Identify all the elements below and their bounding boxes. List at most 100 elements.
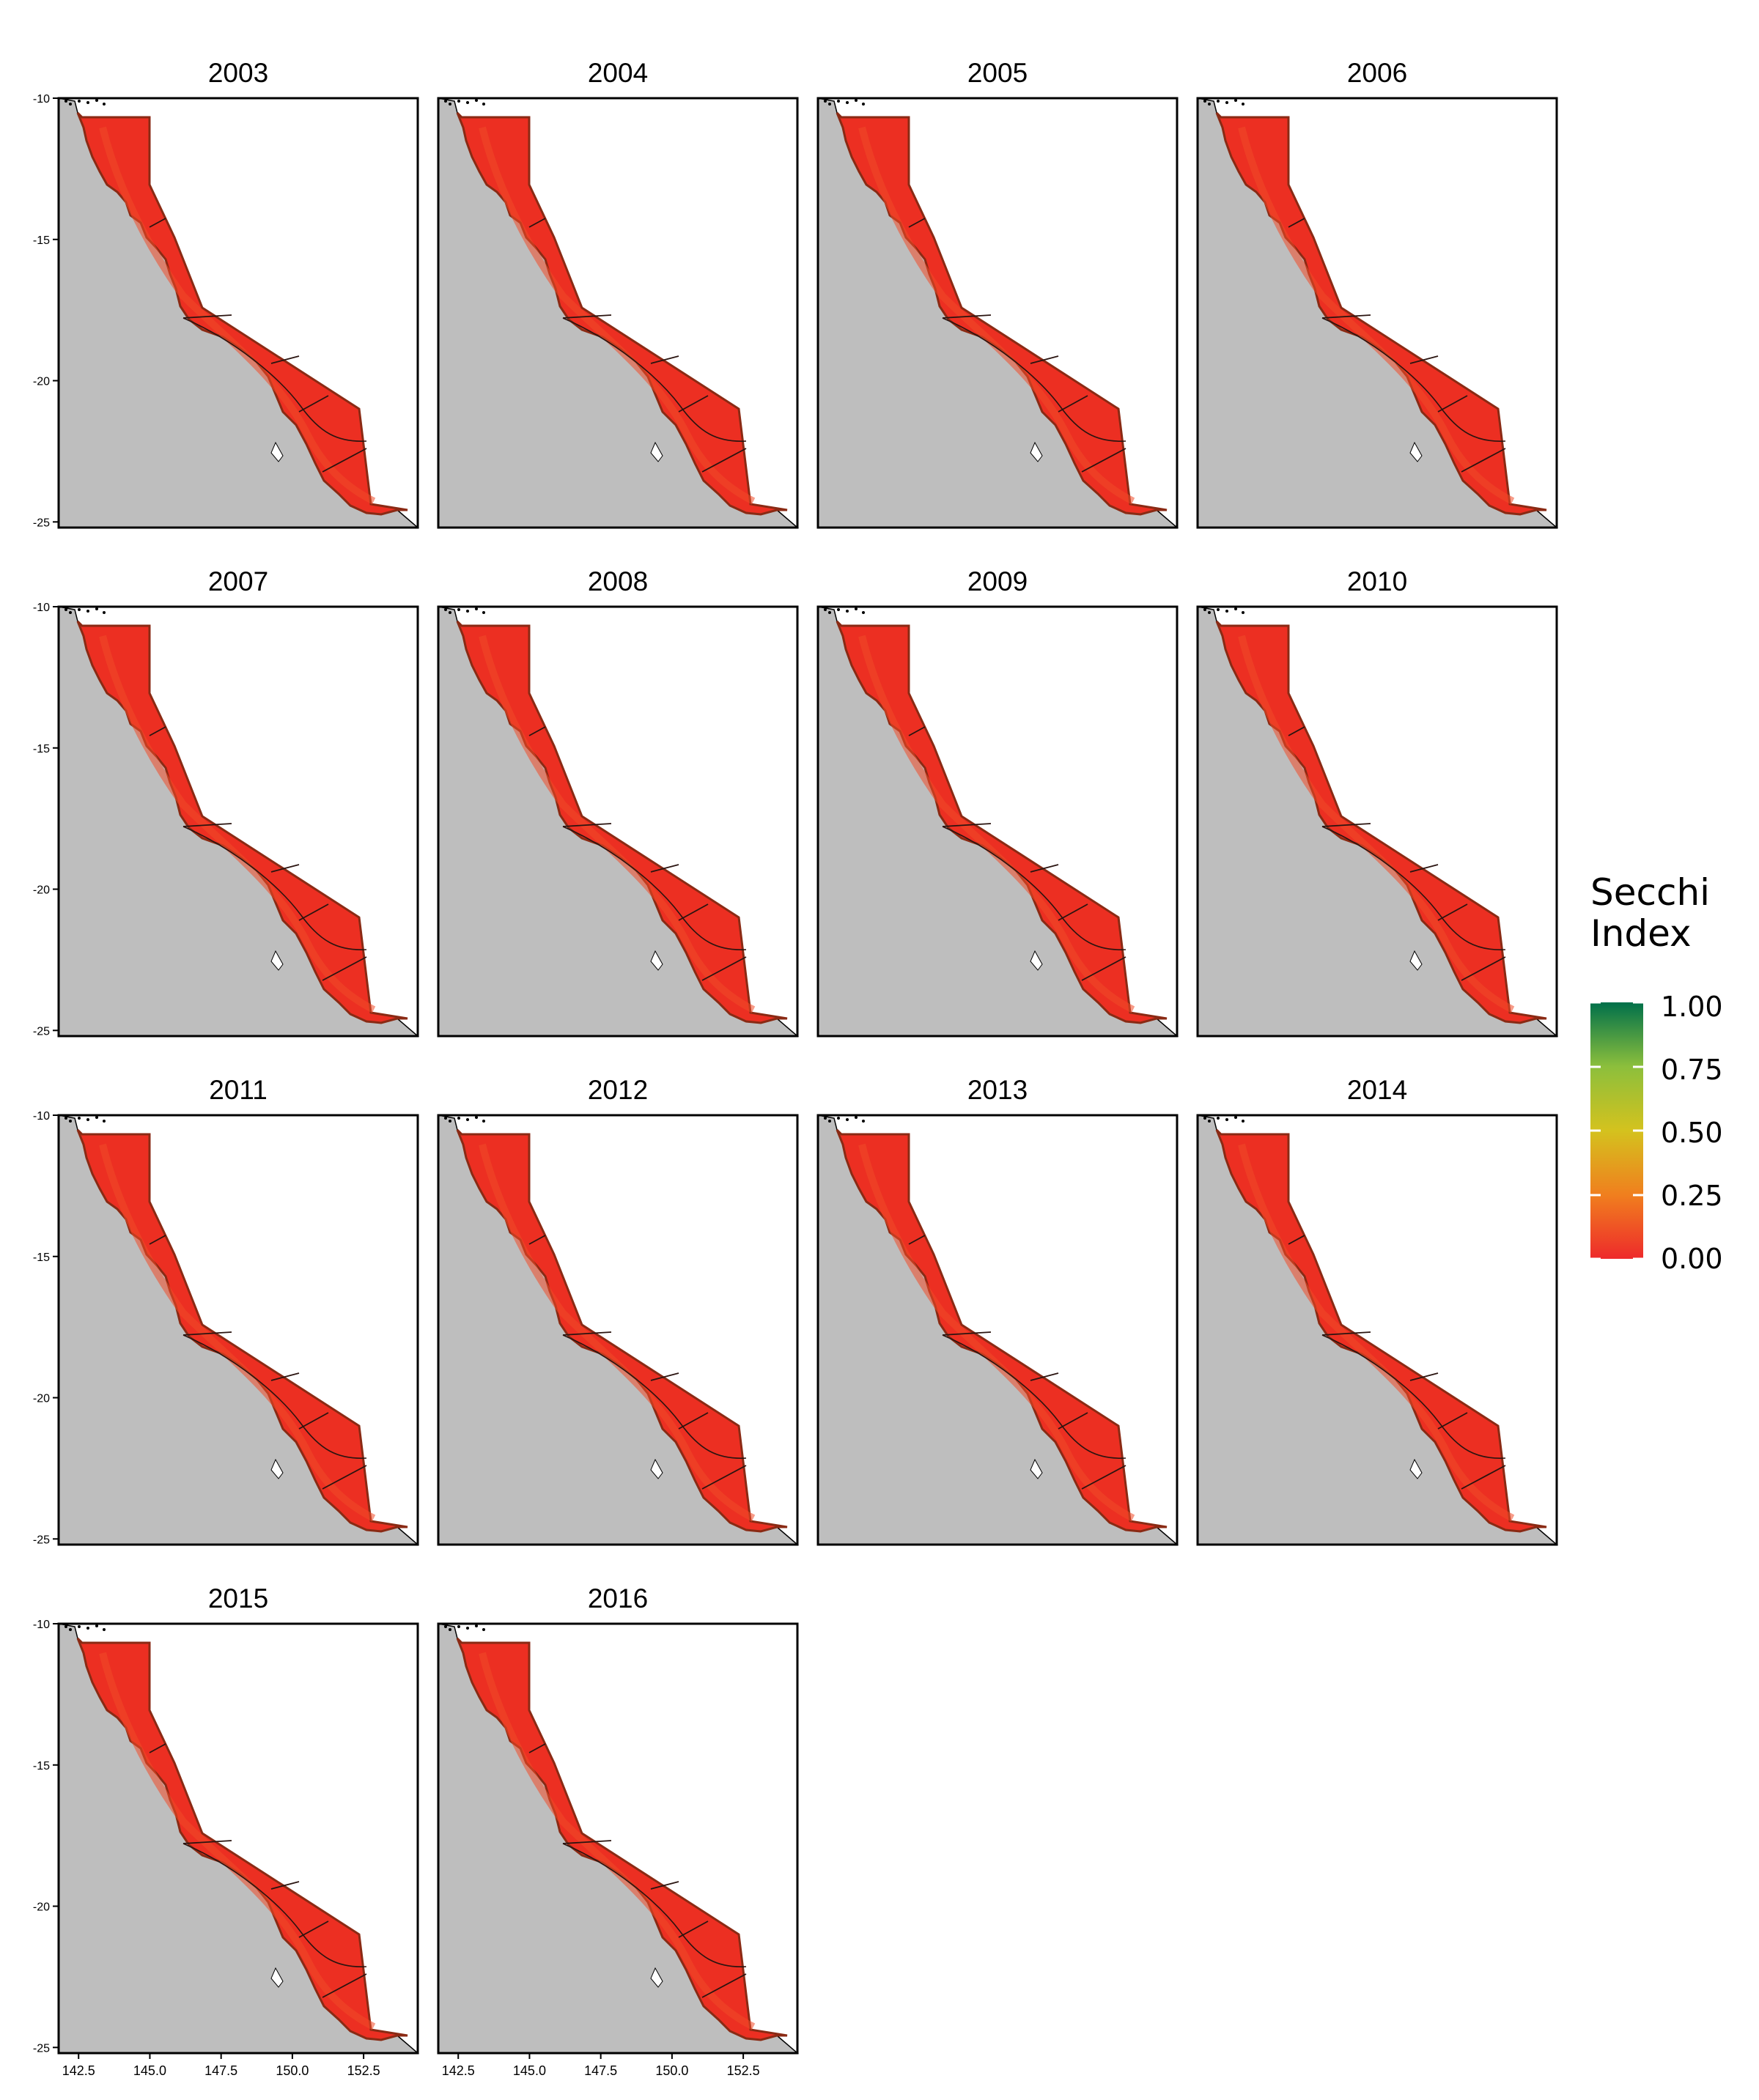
region-boundary (1288, 218, 1305, 228)
island-dot (466, 1118, 469, 1121)
panel-border (816, 605, 1179, 1038)
island-dot (457, 100, 460, 103)
island-dot (78, 100, 81, 103)
island-dot (86, 1627, 89, 1630)
panel-border (57, 1114, 419, 1546)
island-dot (855, 1116, 858, 1119)
island-dot (846, 101, 849, 104)
island-dot (862, 103, 865, 106)
panel-border (816, 97, 1179, 529)
region-boundary (270, 1372, 300, 1381)
panel-title: 2004 (588, 58, 648, 88)
island-dot (837, 100, 840, 103)
region-boundary (149, 218, 166, 228)
island-dot (95, 99, 98, 102)
x-tick-label: 150.0 (655, 2063, 688, 2078)
island-dot (828, 103, 831, 106)
region-boundary (678, 903, 709, 921)
region-boundary (1030, 864, 1059, 873)
island-dot (1208, 1120, 1211, 1123)
y-tick-label: -25 (33, 1534, 50, 1546)
nearshore-gradient (858, 1143, 1135, 1522)
legend-tick-label-0.50: 0.50 (1661, 1117, 1723, 1149)
island-dot (444, 100, 447, 103)
region-boundary (270, 1881, 300, 1890)
legend-tick-label-1.00: 1.00 (1661, 991, 1723, 1023)
bay (1030, 950, 1043, 971)
bay (270, 1967, 284, 1988)
shelf-boundary (1321, 1334, 1506, 1459)
region-boundary (149, 1743, 166, 1753)
island-dot (828, 1120, 831, 1123)
island-dot (846, 610, 849, 613)
region-boundary (1409, 864, 1439, 873)
map-panel-2015: 2015 -10 -15 -20 -25 142.5 145.0 147.5 150.0 152.… (33, 1583, 420, 2078)
panel-border (816, 1114, 1179, 1546)
region-boundary (1321, 823, 1371, 827)
shelf-boundary (182, 1334, 367, 1459)
island-dot (95, 607, 98, 610)
region-boundary (650, 864, 679, 873)
legend-title: Secchi Index (1590, 872, 1710, 954)
panel-title: 2012 (588, 1075, 648, 1105)
legend-title-line2: Index (1590, 912, 1692, 955)
region-boundary (322, 1465, 367, 1490)
legend-tick-mark (1590, 1257, 1601, 1260)
island-dot (482, 611, 485, 614)
region-boundary (1288, 1235, 1305, 1245)
island-dot (862, 611, 865, 614)
island-dot (1225, 1118, 1228, 1121)
map-panel-2006: 2006 (1196, 58, 1559, 529)
shelf-boundary (1321, 826, 1506, 950)
region-boundary (182, 1840, 232, 1844)
nearshore-gradient (1238, 126, 1515, 505)
panel-title: 2014 (1347, 1075, 1407, 1105)
region-boundary (182, 1331, 232, 1336)
map-panel-2004: 2004 (437, 58, 800, 529)
island-dot (828, 611, 831, 614)
region-boundary (1058, 903, 1088, 921)
island-dot (95, 1116, 98, 1119)
island-dot (64, 1117, 67, 1120)
region-boundary (678, 1920, 709, 1938)
nearshore-gradient (858, 635, 1135, 1013)
nearshore-gradient (99, 126, 376, 505)
nearshore-gradient (479, 126, 756, 505)
island-dot (449, 1120, 451, 1123)
y-tick-label: -25 (33, 517, 50, 529)
region-boundary (1321, 1331, 1371, 1336)
y-tick-label: -15 (33, 743, 50, 755)
x-tick-label: 147.5 (204, 2063, 237, 2078)
map-panel-2013: 2013 (816, 1075, 1179, 1546)
island-dot (95, 1624, 98, 1627)
panel-title: 2006 (1347, 58, 1407, 88)
island-dot (855, 607, 858, 610)
panel-border (437, 1114, 799, 1546)
region-boundary (298, 1920, 329, 1938)
legend-tick-mark (1633, 1065, 1643, 1068)
map-panel-2011: 2011 -10 -15 -20 -25 (33, 1075, 420, 1546)
island-dot (1217, 608, 1220, 611)
legend-tick-mark (1590, 1129, 1601, 1132)
panel-border (57, 605, 419, 1038)
nearshore-gradient (479, 1143, 756, 1522)
island-dot (86, 610, 89, 613)
map-panel-2014: 2014 (1196, 1075, 1559, 1546)
bay (1409, 441, 1423, 462)
panel-title: 2013 (967, 1075, 1028, 1105)
shelf-boundary (182, 1843, 367, 1967)
region-boundary (908, 1235, 926, 1245)
region-boundary (1058, 395, 1088, 413)
region-boundary (942, 823, 992, 827)
region-boundary (908, 726, 926, 736)
bay (650, 441, 663, 462)
shelf-boundary (182, 317, 367, 442)
island-dot (837, 1117, 840, 1120)
shelf-boundary (942, 1334, 1126, 1459)
nearshore-gradient (1238, 1143, 1515, 1522)
y-tick-label: -20 (33, 1901, 50, 1914)
region-boundary (650, 1881, 679, 1890)
bay (1030, 441, 1043, 462)
legend-tick-label-0.75: 0.75 (1661, 1054, 1723, 1086)
region-boundary (528, 1235, 546, 1245)
